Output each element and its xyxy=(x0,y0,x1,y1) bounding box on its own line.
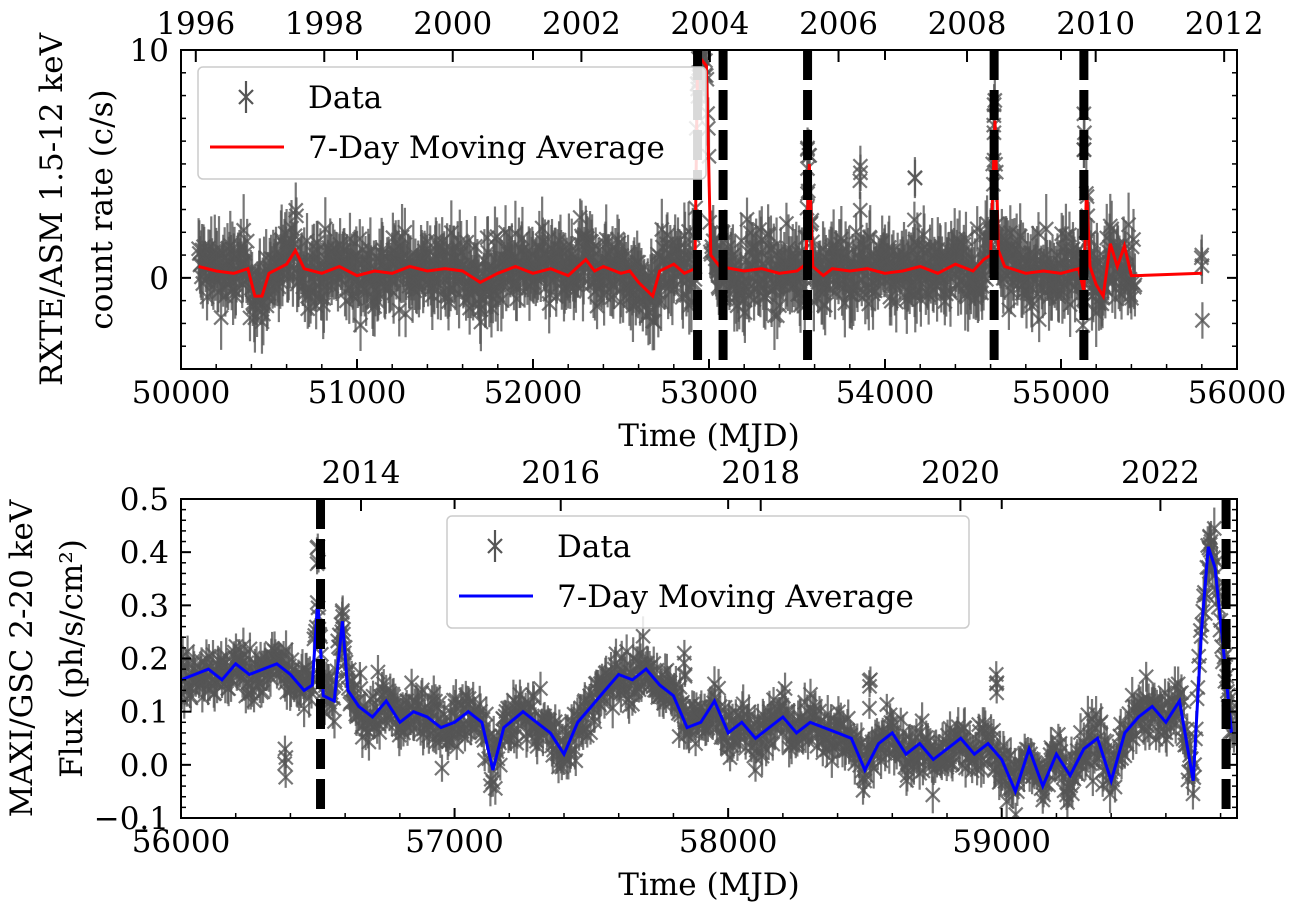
legend-box xyxy=(197,66,707,180)
legend-label-average: 7-Day Moving Average xyxy=(308,130,665,166)
legend: Data 7-Day Moving Average xyxy=(197,66,707,180)
y-axis-title-line1: MAXI/GSC 2-20 keV xyxy=(4,499,40,817)
data-point xyxy=(434,754,450,782)
plot-area xyxy=(181,499,1237,818)
data-point xyxy=(1193,239,1210,276)
data-point xyxy=(852,154,869,192)
moving-average-line xyxy=(198,54,1202,301)
x-tick-label: 50000 xyxy=(132,375,231,411)
data-point xyxy=(907,159,923,197)
data-point xyxy=(988,682,1005,704)
y-tick-label: 0.0 xyxy=(120,748,169,784)
y-axis-title-line2: count rate (c/s) xyxy=(84,89,120,329)
top-tick-label: 2010 xyxy=(1056,6,1135,42)
x-tick-label: 55000 xyxy=(1012,375,1111,411)
x-tick-label: 58000 xyxy=(679,824,778,860)
legend-label-average: 7-Day Moving Average xyxy=(557,579,914,615)
y-tick-label: 0.5 xyxy=(120,482,169,518)
legend-label-data: Data xyxy=(308,80,382,116)
y-tick-label: 0 xyxy=(149,261,169,297)
data-point xyxy=(907,223,923,261)
x-tick-label: 52000 xyxy=(484,375,583,411)
top-tick-label: 2018 xyxy=(721,455,800,491)
x-tick-label: 57000 xyxy=(405,824,504,860)
plot-area xyxy=(190,50,1211,369)
legend-label-data: Data xyxy=(557,529,631,565)
top-tick-label: 2000 xyxy=(413,6,492,42)
y-tick-label: 10 xyxy=(130,33,169,69)
y-axis-title-line1: RXTE/ASM 1.5-12 keV xyxy=(34,32,70,386)
data-point xyxy=(861,697,878,719)
y-tick-label: 0.3 xyxy=(120,588,169,624)
data-point xyxy=(1031,297,1047,343)
top-tick-label: 2022 xyxy=(1121,455,1200,491)
y-tick-label: 0.4 xyxy=(120,535,169,571)
top-tick-label: 1998 xyxy=(285,6,364,42)
top-tick-label: 2014 xyxy=(322,455,401,491)
data-point xyxy=(326,704,343,739)
data-point xyxy=(778,202,795,245)
x-tick-label: 56000 xyxy=(1188,375,1287,411)
y-axis-title-line2: Flux (ph/s/cm²) xyxy=(54,539,90,778)
top-tick-label: 2020 xyxy=(921,455,1000,491)
y-tick-label: 0.2 xyxy=(120,642,169,678)
data-point xyxy=(1030,212,1047,255)
legend-data-marker xyxy=(238,81,254,113)
x-axis-title: Time (MJD) xyxy=(618,867,799,903)
top-tick-label: 1996 xyxy=(156,6,235,42)
x-axis-title: Time (MJD) xyxy=(618,418,799,454)
top-tick-label: 2006 xyxy=(799,6,878,42)
x-tick-label: 54000 xyxy=(836,375,935,411)
legend: Data 7-Day Moving Average xyxy=(446,515,970,629)
y-tick-label: 0.1 xyxy=(120,695,169,731)
top-tick-label: 2004 xyxy=(670,6,749,42)
data-point xyxy=(1125,208,1142,271)
top-tick-label: 2008 xyxy=(928,6,1007,42)
top-tick-label: 2012 xyxy=(1185,6,1264,42)
y-tick-label: −0.1 xyxy=(94,801,169,837)
x-tick-label: 59000 xyxy=(952,824,1051,860)
data-point xyxy=(1194,302,1211,339)
x-tick-label: 53000 xyxy=(660,375,759,411)
top-tick-label: 2002 xyxy=(542,6,621,42)
data-point xyxy=(288,197,305,235)
top-tick-label: 2016 xyxy=(521,455,600,491)
data-point xyxy=(852,192,869,229)
x-tick-label: 51000 xyxy=(308,375,407,411)
data-point xyxy=(1127,253,1143,317)
